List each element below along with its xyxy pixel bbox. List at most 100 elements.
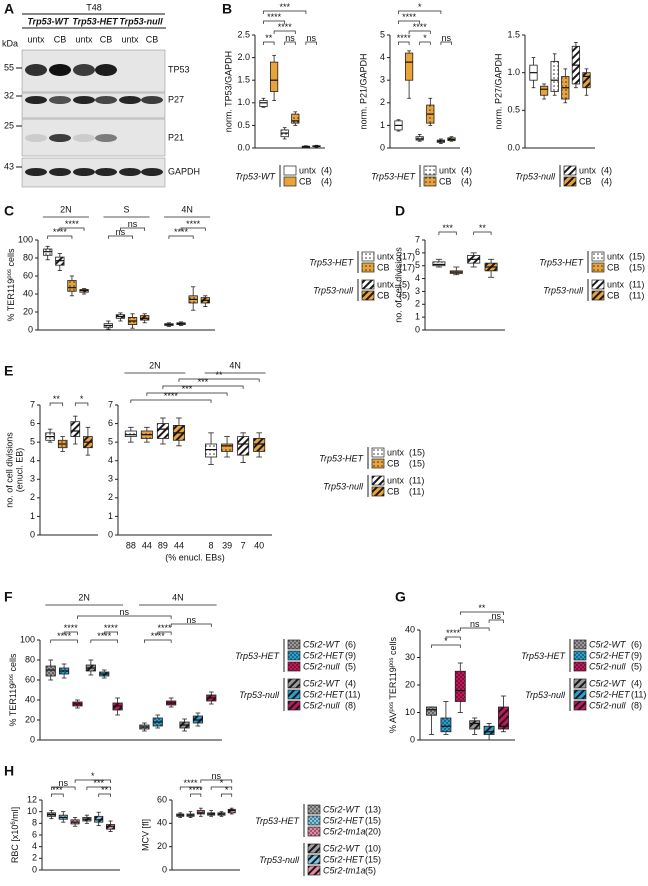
y-tick-label: 40 [23,288,33,298]
x-tick-label: 7 [241,540,246,550]
significance-label: **** [413,22,428,32]
y-tick-label: 5 [380,29,385,39]
significance-label: ns [120,607,130,617]
y-tick-label: 1.5 [507,29,520,39]
y-label-part: cells [6,248,16,269]
y-axis-label: MCV [fl] [140,819,150,851]
legend-swatch [361,279,375,290]
y-tick-label: 2 [30,492,35,502]
legend-swatch [307,804,321,815]
significance-bracket [190,793,202,797]
significance-bracket [74,402,89,406]
y-label-part: % TER119 [6,279,16,322]
legend-count: (15) [409,458,425,468]
significance-bracket [130,399,212,403]
legend-swatch [307,815,321,826]
legend-group-label: Trp53-null [515,171,556,181]
significance-label: *** [182,384,193,394]
legend-count: (11) [629,290,644,300]
y-label-part: RBC [x10 [10,825,20,864]
legend-swatch [573,650,587,661]
legend-label: untx [387,447,405,457]
legend-swatch [591,251,605,262]
legend-count: (15) [409,447,425,457]
lane-label: untx [121,34,139,44]
marker-label: 43 [4,161,14,171]
y-tick-label: 2 [108,492,113,502]
significance-label: * [225,785,229,795]
legend-swatch [573,661,587,672]
legend-swatch [361,251,375,262]
legend-group-label: Trp53-HET [255,816,300,826]
legend-label: CB [387,458,400,468]
significance-bracket [445,636,461,640]
legend-swatch [563,176,577,187]
legend-count: (5) [399,279,410,289]
y-axis-label: RBC [x106/ml] [10,807,20,863]
significance-label: ns [116,227,126,237]
box [404,52,414,81]
significance-bracket [162,385,244,389]
y-tick-label: 1 [30,511,35,521]
significance-bracket [146,392,228,396]
significance-bracket [107,235,133,239]
significance-bracket [398,10,442,14]
legend-count: (15) [629,262,645,272]
box [45,665,56,677]
legend-swatch [573,700,587,711]
y-tick-label: 20 [157,841,167,851]
y-tick-label: 20 [405,679,415,689]
significance-label: ns [186,615,196,625]
significance-bracket [273,30,296,34]
legend-group-label: Trp53-null [313,285,354,295]
protein-label: GAPDH [168,166,200,176]
significance-label: **** [278,22,293,32]
y-tick-label: 5 [415,260,420,270]
legend-count: (6) [631,639,642,649]
box [205,443,218,458]
significance-bracket [305,41,317,45]
box [582,72,591,89]
lane-label: CB [54,34,67,44]
y-axis-label: % AVpos TER119pos cells [388,637,398,733]
legend-label: untx [439,165,457,175]
blot-band [119,168,141,176]
legend-swatch [307,843,321,854]
legend-label: CB [299,176,312,186]
x-tick-label: 88 [126,540,136,550]
legend-label: untx [299,165,317,175]
y-tick-label: 3 [108,474,113,484]
significance-label: *** [279,2,290,12]
legend-count: (4) [461,165,472,175]
y-tick-label: 20 [25,714,35,724]
box [67,280,77,292]
legend-swatch [371,447,385,458]
significance-bracket [459,611,504,615]
y-axis-label: no. of cell divisions [393,247,403,323]
y-tick-label: 100 [20,634,35,644]
y-label-superscript: pos [389,658,395,668]
y-tick-label: 0.0 [507,142,520,152]
legend-count: (4) [601,176,612,186]
blot-band [141,96,163,104]
y-tick-label: 0 [28,324,33,334]
legend-swatch [287,639,301,650]
significance-bracket [47,235,73,239]
significance-bracket [51,786,76,790]
y-tick-label: 80 [25,654,35,664]
legend-label: C5r2-WT [323,804,361,814]
significance-label: * [80,394,84,404]
legend-swatch [423,165,437,176]
y-axis-label: (enucl. EB) [14,448,24,493]
blot-band [141,168,163,176]
legend-group-label: Trp53-null [543,285,584,295]
y-axis-label: % TER119pos cells [6,248,16,321]
legend-count: (11) [409,475,424,485]
genotype-label: Trp53-null [119,16,163,26]
significance-bracket [120,227,146,231]
legend-count: (13) [365,804,381,814]
blot-band [49,134,71,142]
significance-label: ns [285,33,295,43]
legend-label: C5r2-tm1a [323,865,366,875]
